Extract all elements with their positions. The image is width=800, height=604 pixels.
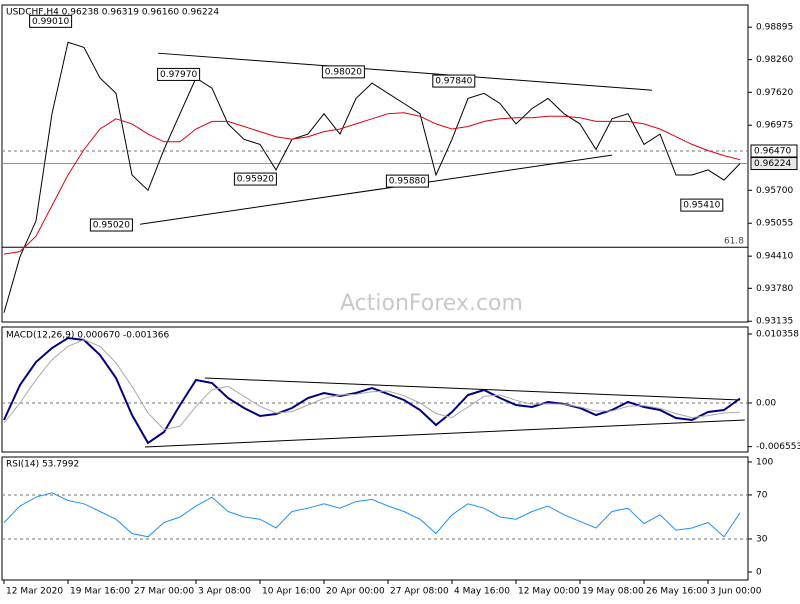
y-tick-label: 0.96975 bbox=[756, 121, 793, 131]
x-tick-label: 12 Mar 2020 bbox=[6, 587, 63, 597]
x-tick-label: 20 Apr 00:00 bbox=[326, 587, 385, 597]
annotation-label: 0.97840 bbox=[435, 77, 472, 87]
annotation-box bbox=[680, 198, 724, 212]
series-line bbox=[3, 41, 741, 313]
annotation-label: 0.95920 bbox=[237, 175, 274, 185]
price-title: USDCHF,H4 0.96238 0.96319 0.96160 0.9622… bbox=[6, 8, 219, 18]
y-tick-label: 0.00 bbox=[756, 398, 776, 408]
trendline bbox=[144, 419, 745, 448]
y-tick-label: 0.93780 bbox=[756, 284, 793, 294]
y-tick-label: 0.010358 bbox=[756, 330, 799, 340]
x-tick-label: 12 May 00:00 bbox=[518, 587, 580, 597]
trendline bbox=[157, 52, 653, 91]
x-tick-label: 27 Apr 08:00 bbox=[390, 587, 449, 597]
macd-panel bbox=[1, 326, 749, 453]
annotation-label: 0.99010 bbox=[32, 17, 69, 27]
y-tick-label: 0.98260 bbox=[756, 55, 793, 65]
x-tick-label: 4 May 16:00 bbox=[454, 587, 510, 597]
annotation-box bbox=[385, 174, 429, 188]
annotation-box bbox=[432, 74, 476, 88]
annotation-box bbox=[89, 218, 133, 232]
series-line bbox=[3, 336, 741, 445]
series-line bbox=[3, 112, 741, 255]
annotation-box bbox=[157, 67, 201, 81]
y-tick-label: 100 bbox=[756, 457, 773, 467]
x-tick-label: 3 Apr 08:00 bbox=[198, 587, 251, 597]
annotation-box bbox=[29, 14, 73, 28]
annotation-label: 0.95020 bbox=[93, 221, 130, 231]
annotation-label: 0.98020 bbox=[325, 67, 362, 77]
y-tick-label: 0.94410 bbox=[756, 252, 793, 262]
x-tick-label: 19 May 08:00 bbox=[582, 587, 644, 597]
series-line bbox=[3, 339, 741, 431]
x-tick-label: 27 Mar 00:00 bbox=[134, 587, 194, 597]
y-tick-label: -0.006553 bbox=[756, 442, 800, 452]
y-tick-label: 0.95700 bbox=[756, 186, 793, 196]
annotation-label: 0.95410 bbox=[683, 201, 720, 211]
fib-label: 61.8 bbox=[724, 237, 744, 247]
y-tick-label: 0.98895 bbox=[756, 23, 793, 33]
series-line bbox=[3, 492, 741, 538]
rsi-title: RSI(14) 53.7992 bbox=[6, 460, 79, 470]
rsi-panel bbox=[1, 456, 749, 581]
watermark: ActionForex.com bbox=[340, 291, 523, 316]
x-tick-label: 26 May 16:00 bbox=[646, 587, 708, 597]
x-tick-label: 10 Apr 16:00 bbox=[262, 587, 321, 597]
y-tick-label: 70 bbox=[756, 490, 768, 500]
annotation-label: 0.95880 bbox=[389, 177, 426, 187]
annotation-box bbox=[321, 65, 365, 79]
x-tick-label: 19 Mar 16:00 bbox=[70, 587, 130, 597]
trendline bbox=[204, 377, 741, 401]
annotation-label: 0.97970 bbox=[160, 70, 197, 80]
trendline bbox=[139, 154, 613, 225]
x-tick-label: 3 Jun 00:00 bbox=[710, 587, 762, 597]
price-marker-box bbox=[750, 144, 798, 158]
y-tick-label: 0.95055 bbox=[756, 219, 793, 229]
macd-title: MACD(12,26,9) 0.000670 -0.001366 bbox=[6, 331, 169, 341]
price-marker-label: 0.96470 bbox=[754, 146, 791, 156]
y-tick-label: 0.97620 bbox=[756, 88, 793, 98]
annotation-box bbox=[233, 172, 277, 186]
y-tick-label: 0 bbox=[756, 567, 762, 577]
price-marker-label: 0.96224 bbox=[754, 159, 791, 169]
price-marker-box bbox=[750, 157, 798, 171]
y-tick-label: 30 bbox=[756, 534, 768, 544]
y-tick-label: 0.93135 bbox=[756, 317, 793, 327]
